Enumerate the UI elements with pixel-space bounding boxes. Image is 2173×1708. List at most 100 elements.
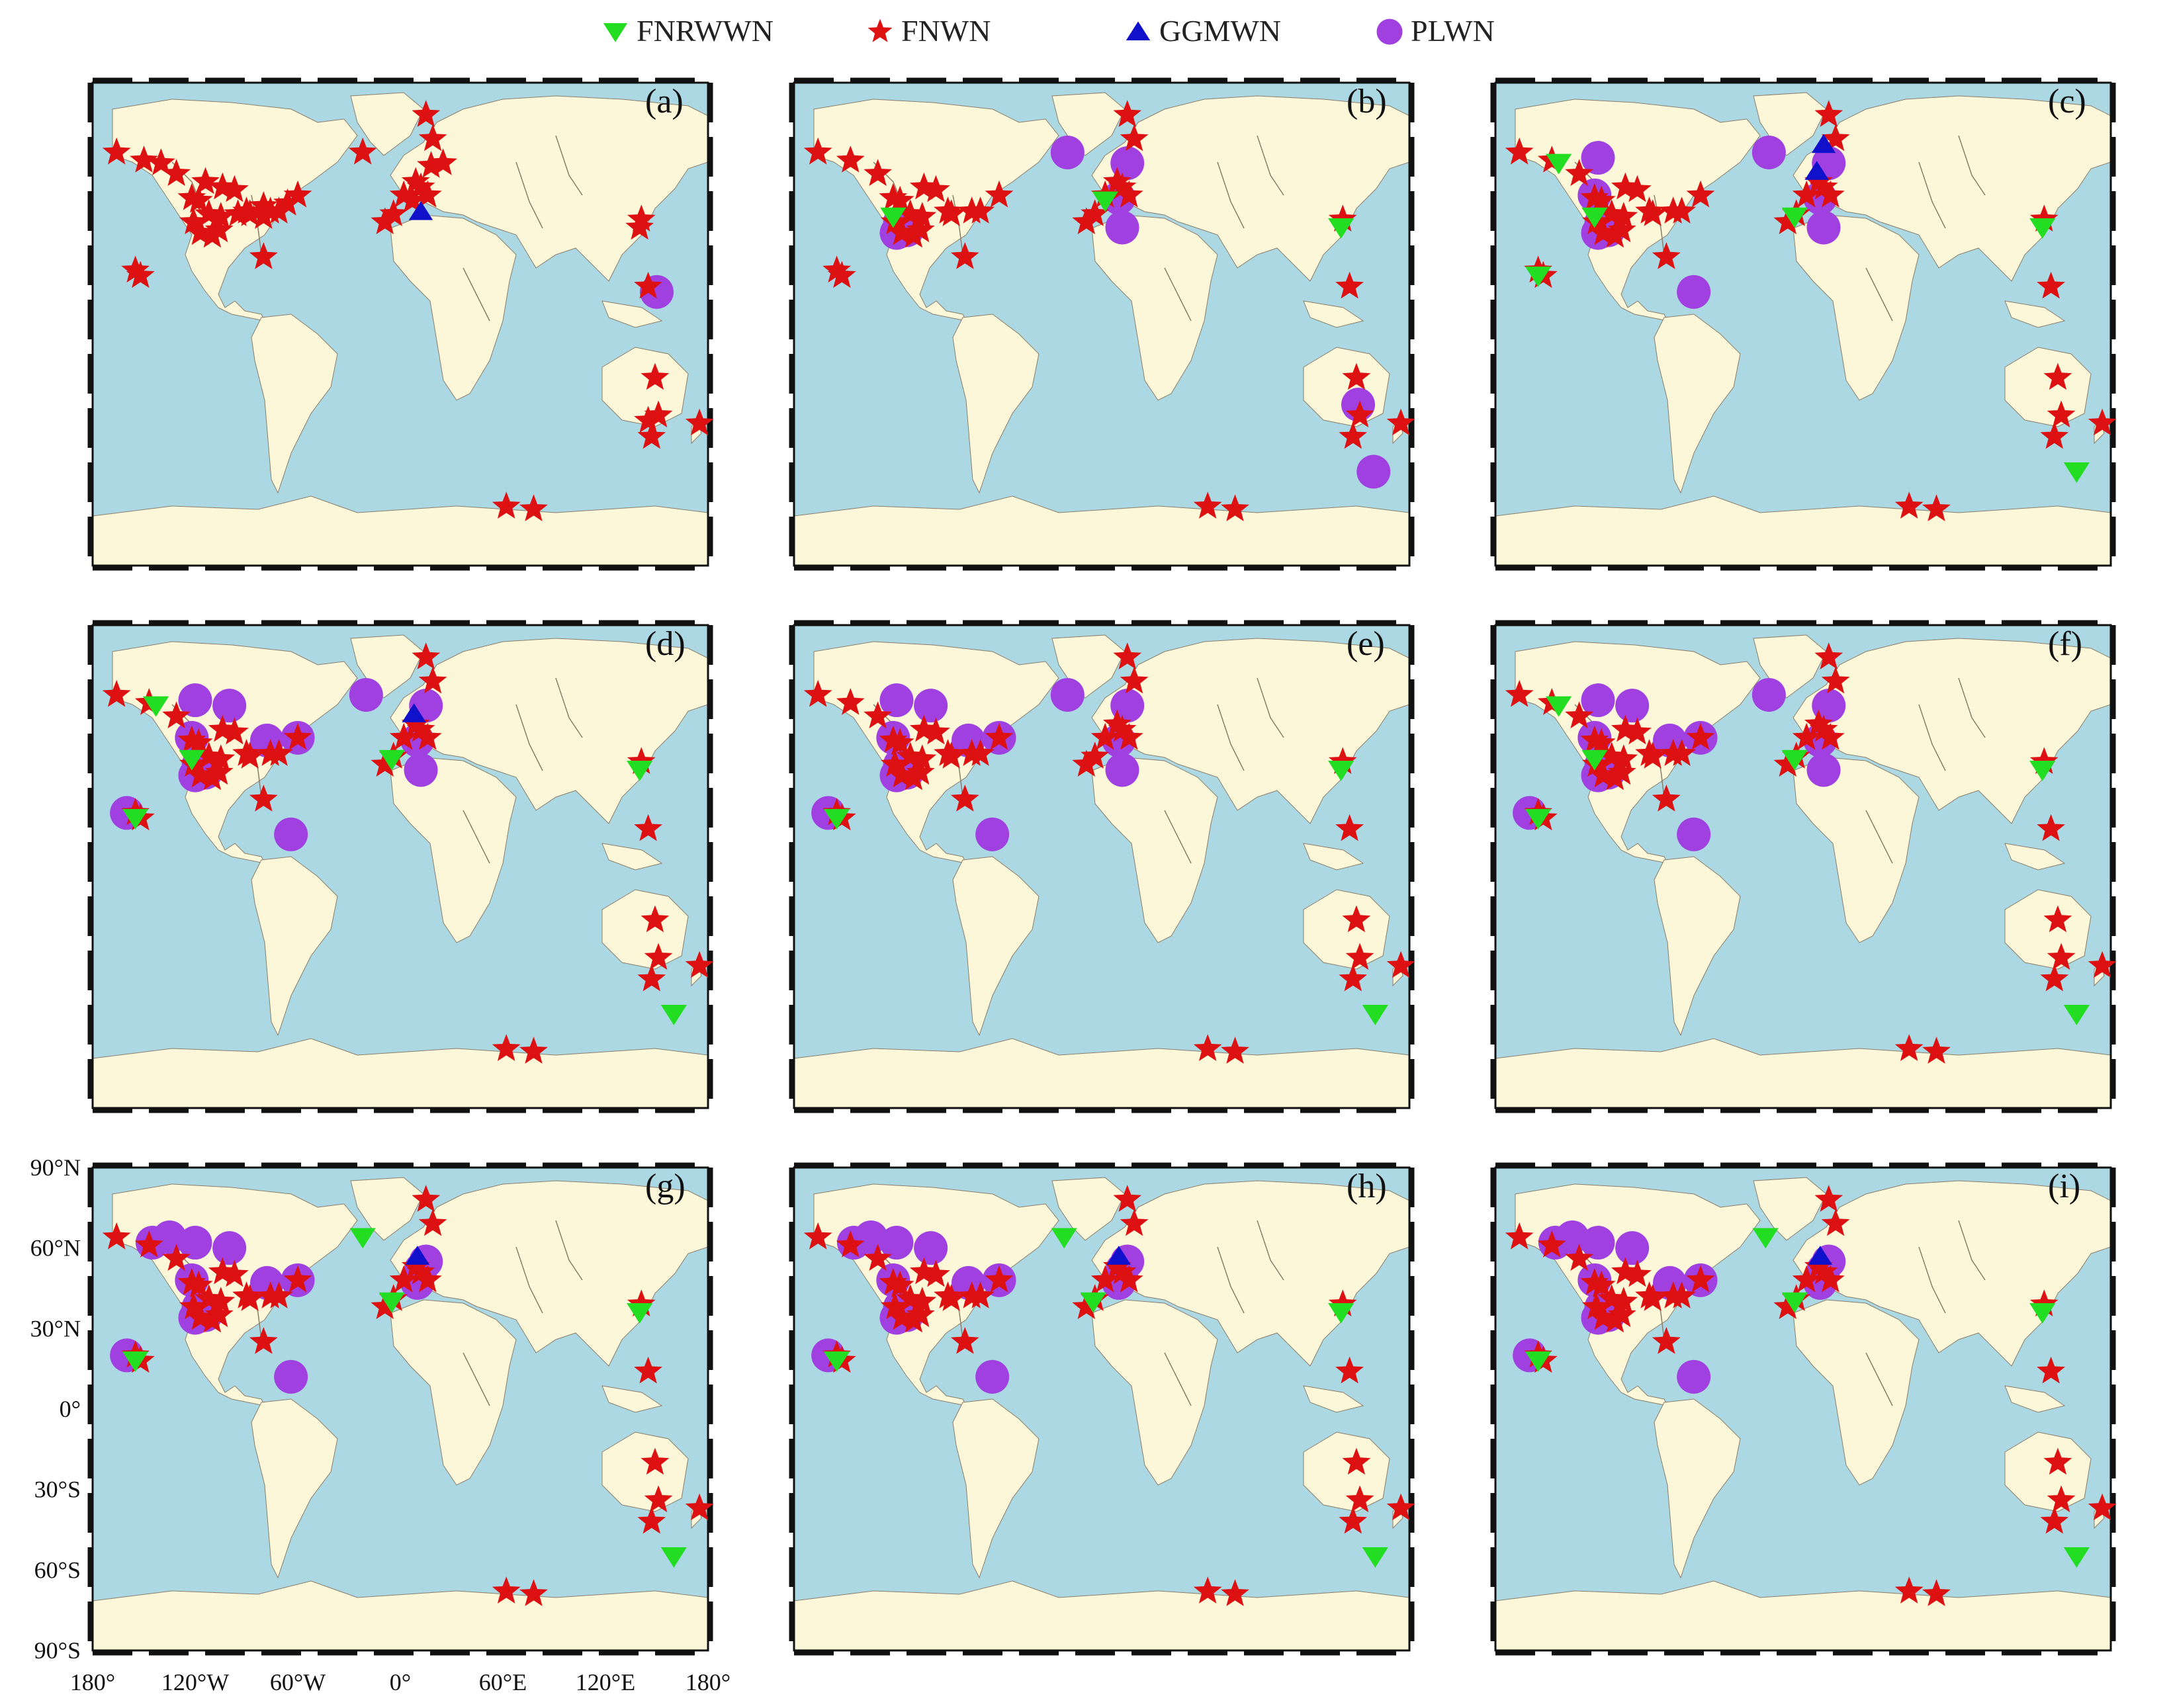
fnwn-site (827, 261, 856, 288)
fnwn-site (1335, 1356, 1364, 1384)
fnwn-site (401, 1252, 430, 1279)
fnwn-site (1339, 964, 1368, 992)
map-panel-d: (d) (87, 620, 714, 1113)
sites (102, 1185, 714, 1606)
fnwn-site (1386, 408, 1415, 436)
lat-tick-label: 30°N (30, 1315, 81, 1342)
plwn-site (1105, 753, 1139, 787)
plwn-site (404, 753, 438, 787)
fnwn-site (1072, 207, 1101, 235)
plwn-site (1806, 753, 1841, 787)
ggmwn-site (1808, 1246, 1833, 1265)
fnwn-site (803, 137, 832, 165)
fnwn-site (283, 180, 312, 208)
fnwn-site (1120, 124, 1149, 151)
fnwn-site (950, 785, 979, 812)
fnwn-site (836, 146, 865, 173)
plwn-site (274, 1359, 308, 1394)
fnwn-site (1821, 1209, 1850, 1236)
fnrwwn-site (1092, 191, 1118, 212)
plwn-site (212, 689, 247, 723)
fnwn-site (1113, 100, 1142, 127)
fnwn-site (102, 679, 131, 707)
fnwn-site (885, 728, 914, 755)
fnwn-site (265, 1281, 293, 1308)
fnwn-site (249, 242, 278, 269)
fnwn-site (1102, 167, 1131, 194)
fnwn-site (1773, 207, 1802, 235)
plwn-site (1752, 677, 1786, 712)
fnwn-site (1609, 202, 1638, 229)
legend: FNRWWN FNWN GGMWN PLWN (603, 14, 1495, 48)
fnwn-site (273, 189, 302, 216)
panel-label: (e) (1347, 625, 1385, 663)
fnwn-site (1339, 421, 1368, 449)
fnwn-site (184, 185, 213, 213)
fnrwwn-site (2029, 1303, 2056, 1324)
fnwn-site (1221, 1037, 1249, 1064)
fnwn-site (1328, 204, 1357, 232)
fnwn-site (1792, 180, 1821, 208)
fnwn-site (2040, 964, 2069, 992)
fnwn-site (1601, 763, 1630, 790)
fnrwwn-site (1581, 749, 1608, 771)
map-frame (91, 1166, 709, 1652)
plwn-site (914, 1231, 948, 1265)
map-frame (91, 624, 709, 1109)
fnwn-site (803, 679, 832, 707)
plwn-site (1677, 817, 1711, 851)
fnwn-site (191, 167, 220, 194)
ggmwn-site (1811, 134, 1836, 153)
fnrwwn-site (179, 749, 205, 771)
fnwn-site (1114, 180, 1143, 208)
fnwn-site (1821, 124, 1850, 151)
sites (1505, 1185, 2117, 1606)
fnrwwn-site (2029, 761, 2056, 781)
map-panel-i: (i) (1490, 1162, 2117, 1656)
fnwn-site (1102, 1252, 1131, 1279)
plwn-site (1110, 689, 1145, 723)
fnwn-site (1601, 1305, 1630, 1333)
fnwn-site (126, 261, 155, 288)
fnwn-site (950, 1327, 979, 1354)
ggmwn-site (1106, 1246, 1131, 1265)
fnwn-site (1193, 1034, 1222, 1061)
fnwn-site (249, 1327, 278, 1354)
fnwn-site (371, 207, 400, 235)
fnwn-site (162, 701, 191, 729)
fnwn-site (283, 722, 312, 750)
fnrwwn-site (1362, 1547, 1388, 1568)
fnwn-site (836, 1230, 865, 1258)
lat-tick-label: 90°N (30, 1154, 81, 1181)
lon-tick-label: 0° (390, 1669, 411, 1695)
fnwn-site (1108, 172, 1137, 200)
fnwn-site (236, 199, 265, 226)
fnwn-site (1607, 1300, 1636, 1328)
fnwn-site (885, 1270, 914, 1298)
fnwn-site (644, 1485, 673, 1513)
fnwn-site (641, 363, 670, 390)
fnwn-site (265, 739, 293, 766)
map-panel-h: (h) (789, 1162, 1415, 1656)
fnwn-site (2029, 747, 2059, 774)
fnwn-site (937, 199, 966, 226)
fnwn-site (412, 642, 441, 669)
fnwn-site (922, 1260, 950, 1287)
fnwn-site (1686, 1265, 1715, 1293)
ggmwn-site (1804, 161, 1829, 180)
plwn-site (274, 817, 308, 851)
fnwn-site (1894, 1034, 1924, 1061)
fnwn-site (1638, 742, 1667, 769)
fnwn-site (371, 1292, 400, 1320)
lon-tick-label: 120°W (161, 1669, 229, 1695)
fnwn-site (1638, 1284, 1667, 1311)
fnwn-site (412, 1185, 441, 1212)
fnwn-site (1809, 172, 1838, 200)
fnwn-site (985, 722, 1014, 750)
fnrwwn-site (1781, 749, 1808, 771)
fnwn-site (265, 196, 293, 224)
fnwn-site (899, 220, 928, 248)
fnwn-site (1804, 709, 1833, 737)
fnwn-site (1505, 137, 1534, 165)
plwn-site (1105, 210, 1139, 245)
